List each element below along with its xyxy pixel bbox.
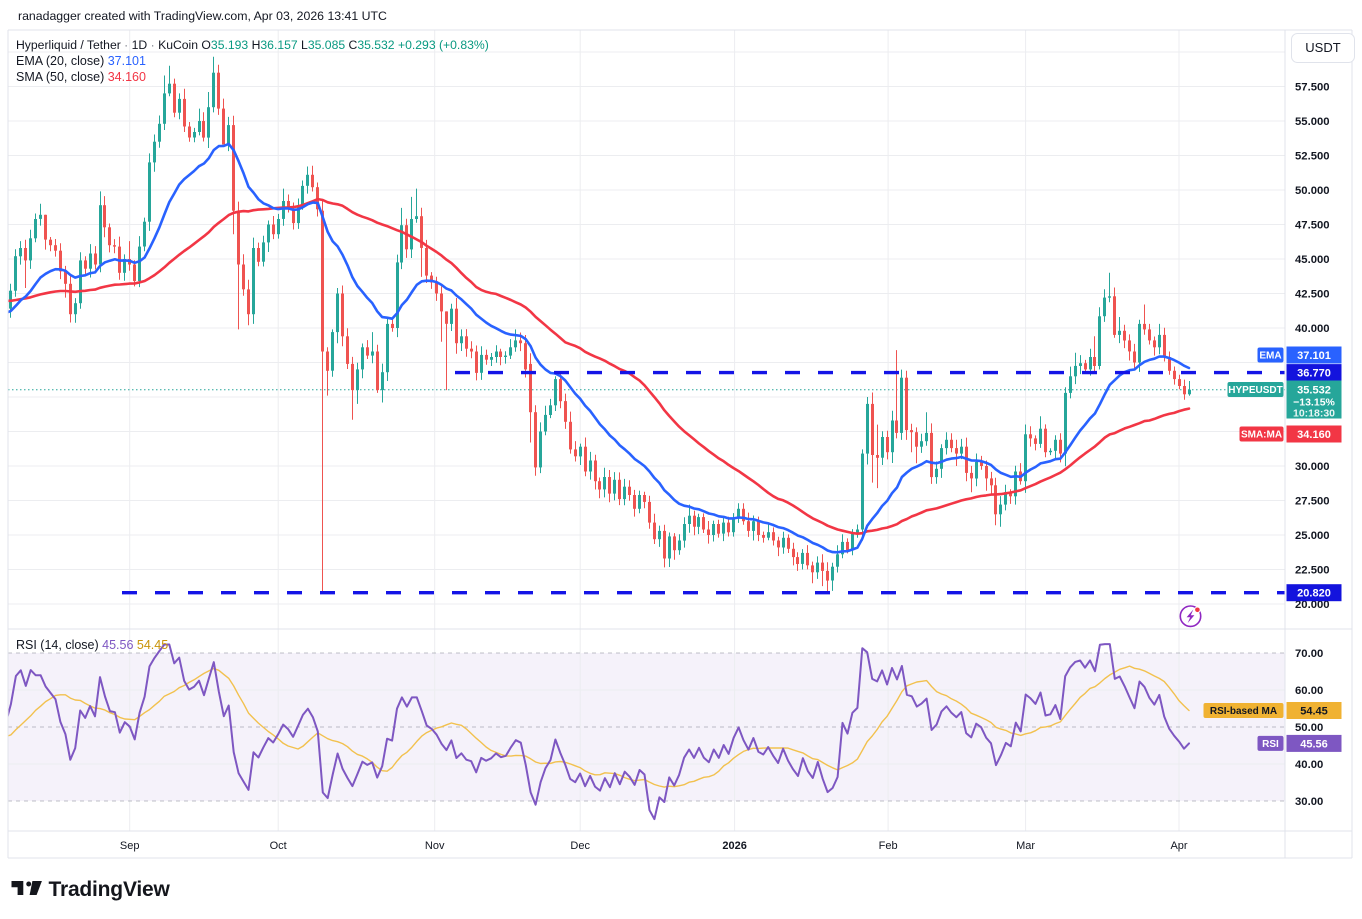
- svg-text:54.45: 54.45: [1300, 706, 1328, 718]
- svg-text:Nov: Nov: [425, 840, 445, 852]
- svg-text:TradingView: TradingView: [49, 878, 171, 901]
- svg-text:36.770: 36.770: [1297, 368, 1331, 380]
- svg-text:30.000: 30.000: [1295, 461, 1330, 473]
- svg-text:ranadagger created with Tradin: ranadagger created with TradingView.com,…: [18, 9, 387, 23]
- svg-text:Apr: Apr: [1170, 840, 1187, 852]
- svg-text:RSI: RSI: [1262, 739, 1279, 750]
- svg-text:50.000: 50.000: [1295, 185, 1330, 197]
- svg-text:22.500: 22.500: [1295, 565, 1330, 577]
- svg-text:55.000: 55.000: [1295, 116, 1330, 128]
- svg-text:USDT: USDT: [1305, 40, 1340, 55]
- svg-text:RSI-based MA: RSI-based MA: [1210, 706, 1277, 717]
- svg-text:27.500: 27.500: [1295, 496, 1330, 508]
- svg-text:2026: 2026: [722, 840, 746, 852]
- svg-text:30.00: 30.00: [1295, 796, 1323, 808]
- svg-text:RSI (14, close) 45.56 54.45: RSI (14, close) 45.56 54.45: [16, 638, 168, 652]
- svg-text:Dec: Dec: [570, 840, 590, 852]
- svg-text:50.00: 50.00: [1295, 722, 1323, 734]
- svg-text:57.500: 57.500: [1295, 82, 1330, 94]
- svg-text:HYPEUSDT: HYPEUSDT: [1228, 385, 1282, 396]
- svg-text:42.500: 42.500: [1295, 289, 1330, 301]
- svg-text:Hyperliquid / Tether · 1D · Ku: Hyperliquid / Tether · 1D · KuCoin O35.1…: [16, 38, 489, 52]
- svg-text:40.000: 40.000: [1295, 323, 1330, 335]
- svg-text:20.820: 20.820: [1297, 588, 1331, 600]
- svg-text:SMA:MA: SMA:MA: [1241, 430, 1282, 441]
- svg-text:37.101: 37.101: [1297, 350, 1331, 362]
- svg-text:45.56: 45.56: [1300, 738, 1328, 750]
- svg-text:Oct: Oct: [270, 840, 287, 852]
- svg-text:20.000: 20.000: [1295, 599, 1330, 611]
- svg-text:10:18:30: 10:18:30: [1293, 408, 1335, 420]
- svg-text:SMA (50, close) 34.160: SMA (50, close) 34.160: [16, 70, 146, 84]
- svg-text:35.532: 35.532: [1297, 385, 1331, 397]
- svg-text:EMA: EMA: [1259, 351, 1281, 362]
- svg-text:25.000: 25.000: [1295, 530, 1330, 542]
- svg-text:EMA (20, close) 37.101: EMA (20, close) 37.101: [16, 54, 146, 68]
- svg-text:60.00: 60.00: [1295, 685, 1323, 697]
- svg-text:Feb: Feb: [879, 840, 898, 852]
- svg-text:47.500: 47.500: [1295, 220, 1330, 232]
- svg-text:45.000: 45.000: [1295, 254, 1330, 266]
- svg-text:52.500: 52.500: [1295, 151, 1330, 163]
- svg-text:Sep: Sep: [120, 840, 140, 852]
- svg-text:−13.15%: −13.15%: [1293, 397, 1335, 409]
- svg-text:Mar: Mar: [1016, 840, 1035, 852]
- svg-text:70.00: 70.00: [1295, 648, 1323, 660]
- svg-text:34.160: 34.160: [1297, 429, 1331, 441]
- svg-text:40.00: 40.00: [1295, 759, 1323, 771]
